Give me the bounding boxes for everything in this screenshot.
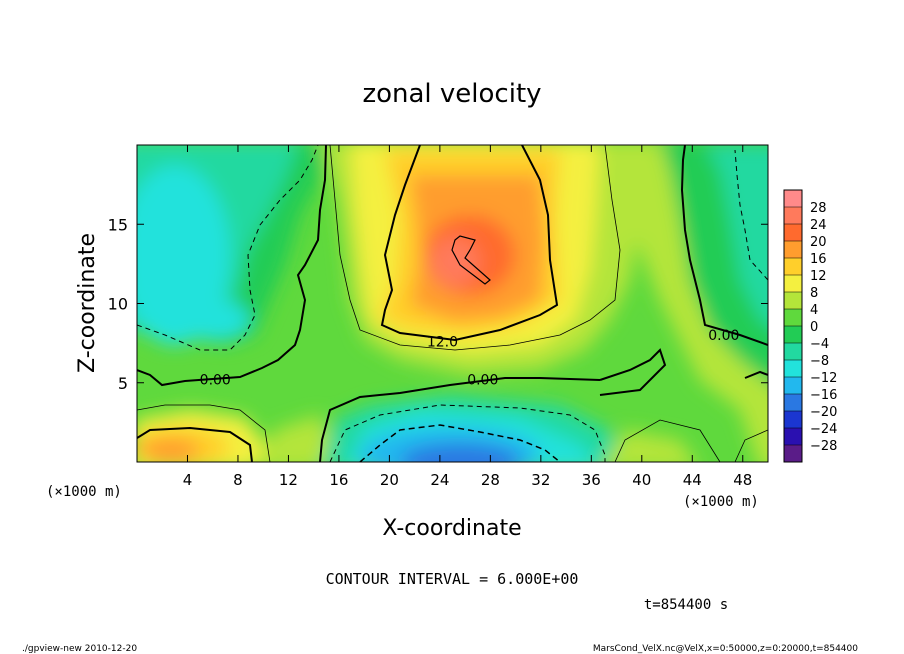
colorbar-label: −8 xyxy=(810,354,829,369)
colorbar-band xyxy=(784,275,802,293)
x-unit-label-left: (×1000 m) xyxy=(46,484,122,500)
colorbar-band xyxy=(784,377,802,395)
x-tick-label: 40 xyxy=(632,471,651,489)
colorbar-label: 0 xyxy=(810,320,818,335)
colorbar-label: −4 xyxy=(810,337,829,352)
y-tick-label: 10 xyxy=(108,295,128,314)
x-axis-label: X-coordinate xyxy=(382,516,521,541)
x-tick-label: 44 xyxy=(683,471,702,489)
colorbar-label: 24 xyxy=(810,218,827,233)
y-tick-label: 5 xyxy=(118,374,128,393)
colorbar-label: 16 xyxy=(810,252,827,267)
colorbar-band xyxy=(784,360,802,378)
colorbar-band xyxy=(784,394,802,412)
colorbar-band xyxy=(784,326,802,344)
x-tick-label: 36 xyxy=(582,471,601,489)
colorbar-label: 28 xyxy=(810,201,827,216)
colorbar-band xyxy=(784,309,802,327)
colorbar-band xyxy=(784,258,802,276)
colorbar-band xyxy=(784,190,802,208)
colorbar-band xyxy=(784,241,802,259)
x-tick-label: 24 xyxy=(430,471,449,489)
colorbar-band xyxy=(784,224,802,242)
velocity-field: 12.0 0.00 0.00 0.00 xyxy=(137,145,768,462)
x-tick-label: 20 xyxy=(380,471,399,489)
x-tick-label: 4 xyxy=(183,471,193,489)
x-tick-label: 12 xyxy=(279,471,298,489)
y-tick-label: 15 xyxy=(108,215,128,234)
colorbar-band xyxy=(784,411,802,429)
contour-label: 12.0 xyxy=(427,335,458,351)
x-unit-label-right: (×1000 m) xyxy=(683,494,759,510)
x-tick-label: 16 xyxy=(329,471,348,489)
time-text: t=854400 s xyxy=(644,597,728,613)
chart-title: zonal velocity xyxy=(362,79,541,109)
colorbar-label: 8 xyxy=(810,286,818,301)
contour-interval-text: CONTOUR INTERVAL = 6.000E+00 xyxy=(326,570,579,588)
colorbar-label: 4 xyxy=(810,303,818,318)
x-tick-label: 48 xyxy=(733,471,752,489)
colorbar-label: −16 xyxy=(810,388,837,403)
x-tick-label: 8 xyxy=(233,471,243,489)
colorbar-band xyxy=(784,428,802,446)
colorbar-band xyxy=(784,445,802,463)
colorbar-band xyxy=(784,343,802,361)
x-tick-label: 32 xyxy=(531,471,550,489)
colorbar-label: −24 xyxy=(810,422,837,437)
colorbar-band xyxy=(784,292,802,310)
y-axis-label: Z-coordinate xyxy=(75,233,100,373)
colorbar-band xyxy=(784,207,802,225)
colorbar: 28 24 20 16 12 8 4 0 −4 −8 −12 −16 −20 −24 −28 xyxy=(783,189,837,463)
footer-left: ./gpview-new 2010-12-20 xyxy=(22,644,137,654)
contour-label: 0.00 xyxy=(708,328,739,344)
contour-label: 0.00 xyxy=(467,373,498,389)
colorbar-label: −28 xyxy=(810,439,837,454)
contour-label: 0.00 xyxy=(200,373,231,389)
colorbar-label: 20 xyxy=(810,235,827,250)
footer-right: MarsCond_VelX.nc@VelX,x=0:50000,z=0:2000… xyxy=(593,644,858,654)
x-tick-label: 28 xyxy=(481,471,500,489)
colorbar-label: −20 xyxy=(810,405,837,420)
colorbar-label: 12 xyxy=(810,269,827,284)
colorbar-label: −12 xyxy=(810,371,837,386)
